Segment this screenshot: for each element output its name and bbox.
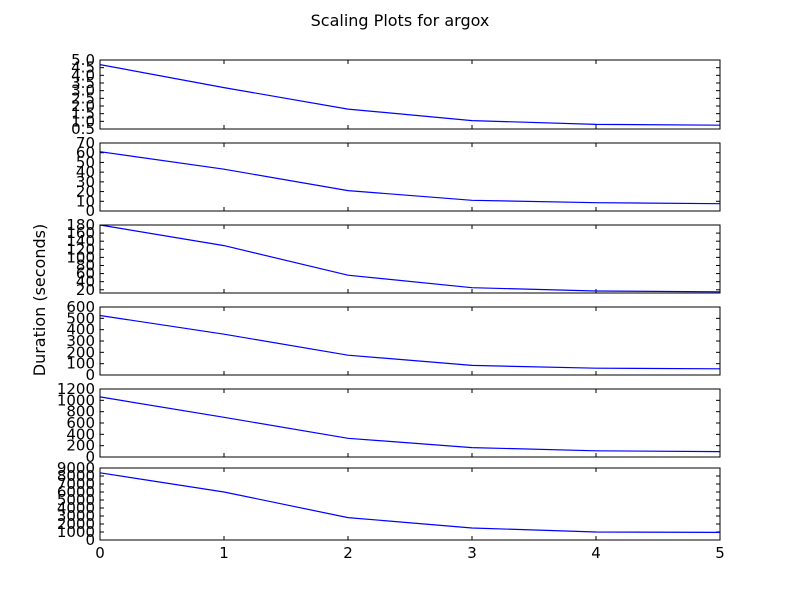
x-tick-label: 2: [343, 544, 353, 562]
x-tick-label: 0: [95, 544, 105, 562]
axes-frame: [99, 224, 721, 294]
y-tick-label: 3.5: [71, 74, 95, 92]
axes-frame: [99, 59, 721, 130]
x-tick-label: 1: [219, 544, 229, 562]
y-tick-label: 9000: [57, 459, 95, 477]
figure-title: Scaling Plots for argox: [311, 11, 490, 30]
y-tick-label: 4000: [57, 499, 95, 517]
y-tick-label: 80: [76, 256, 95, 274]
y-tick-label: 60: [76, 265, 95, 283]
y-tick-label: 1.0: [71, 112, 95, 130]
y-tick-label: 60: [76, 144, 95, 162]
y-tick-label: 1.5: [71, 105, 95, 123]
y-tick-label: 600: [66, 414, 95, 432]
y-tick-label: 400: [66, 321, 95, 339]
y-tick-label: 1200: [57, 380, 95, 398]
y-tick-label: 1000: [57, 391, 95, 409]
y-tick-label: 5.0: [71, 51, 95, 69]
y-tick-label: 0: [85, 448, 95, 466]
y-tick-label: 160: [66, 224, 95, 242]
y-tick-label: 70: [76, 134, 95, 152]
subplots: 0.51.01.52.02.53.03.54.04.55.00102030405…: [57, 51, 725, 562]
y-tick-label: 100: [66, 248, 95, 266]
y-tick-label: 2.0: [71, 97, 95, 115]
series-line: [99, 472, 721, 534]
y-tick-label: 40: [76, 273, 95, 291]
y-tick-label: 7000: [57, 475, 95, 493]
y-tick-label: 100: [66, 355, 95, 373]
y-tick-label: 0: [85, 202, 95, 220]
x-tick-label: 5: [715, 544, 725, 562]
series-line: [99, 224, 721, 293]
y-tick-label: 800: [66, 403, 95, 421]
y-tick-label: 600: [66, 298, 95, 316]
y-tick-label: 3.0: [71, 82, 95, 100]
y-tick-label: 20: [76, 183, 95, 201]
y-tick-label: 0: [85, 366, 95, 384]
y-tick-label: 20: [76, 281, 95, 299]
y-tick-label: 200: [66, 437, 95, 455]
x-tick-label: 3: [467, 544, 477, 562]
y-tick-label: 5000: [57, 491, 95, 509]
y-tick-label: 30: [76, 173, 95, 191]
y-tick-label: 40: [76, 163, 95, 181]
series-line: [99, 151, 721, 205]
y-tick-label: 300: [66, 332, 95, 350]
y-tick-label: 10: [76, 192, 95, 210]
axes-frame: [99, 142, 721, 212]
y-tick-label: 50: [76, 153, 95, 171]
y-tick-label: 2000: [57, 515, 95, 533]
axes-frame: [99, 467, 721, 541]
y-tick-label: 180: [66, 216, 95, 234]
y-tick-label: 3000: [57, 507, 95, 525]
y-tick-label: 4.5: [71, 59, 95, 77]
y-tick-label: 0: [85, 531, 95, 549]
y-tick-label: 120: [66, 240, 95, 258]
series-line: [99, 314, 721, 370]
subplot-1: 0.51.01.52.02.53.03.54.04.55.0: [71, 51, 721, 138]
y-tick-label: 200: [66, 343, 95, 361]
axes-frame: [99, 306, 721, 376]
y-axis-label: Duration (seconds): [30, 224, 49, 376]
y-tick-label: 500: [66, 309, 95, 327]
y-tick-label: 400: [66, 425, 95, 443]
y-tick-label: 6000: [57, 483, 95, 501]
series-line: [99, 64, 721, 126]
y-tick-label: 4.0: [71, 66, 95, 84]
y-tick-label: 8000: [57, 467, 95, 485]
y-tick-label: 0.5: [71, 120, 95, 138]
y-tick-label: 140: [66, 232, 95, 250]
y-tick-label: 1000: [57, 523, 95, 541]
x-tick-label: 4: [591, 544, 601, 562]
series-line: [99, 396, 721, 453]
y-tick-label: 2.5: [71, 89, 95, 107]
axes-frame: [99, 388, 721, 458]
